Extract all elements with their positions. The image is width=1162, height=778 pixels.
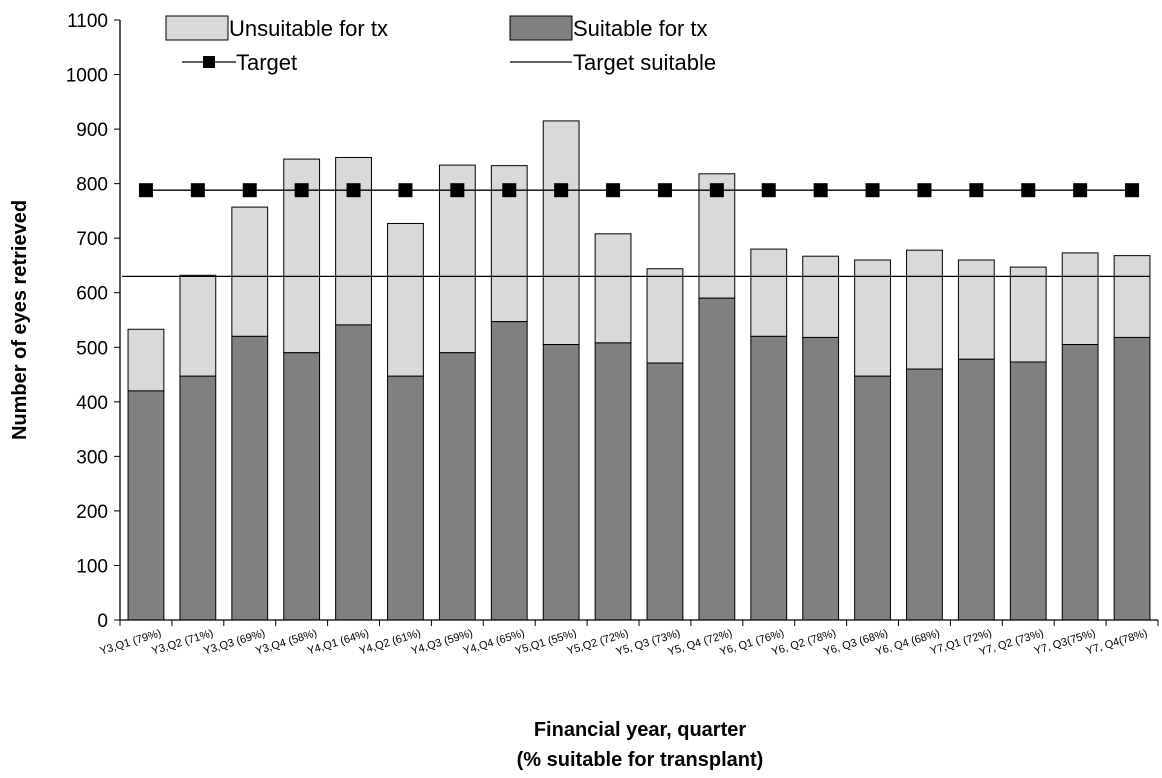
bar-suitable (127, 390, 165, 621)
bar-unsuitable (802, 255, 840, 338)
bar-suitable (646, 362, 684, 621)
bar-unsuitable (750, 248, 788, 337)
target-marker (554, 183, 569, 198)
target-marker (294, 183, 309, 198)
target-marker (242, 183, 257, 198)
bar-unsuitable (906, 249, 943, 370)
y-tick-label: 600 (76, 284, 108, 305)
bar-unsuitable (1061, 252, 1099, 346)
y-tick-label: 900 (76, 120, 108, 141)
y-tick-label: 1100 (67, 11, 108, 32)
bar-unsuitable (646, 268, 684, 364)
y-ticks-layer: 0 100 200 300 400 500 600 700 800 900 1000 1100 (66, 11, 120, 632)
bar-unsuitable (231, 206, 269, 337)
y-tick-label: 300 (76, 447, 108, 468)
x-axis-title-line1: Financial year, quarter (534, 719, 747, 741)
target-marker (190, 183, 205, 198)
bar-suitable (906, 368, 943, 621)
y-tick-label: 800 (76, 175, 108, 196)
bar-suitable (854, 375, 891, 621)
target-marker (969, 183, 984, 198)
bar-suitable (490, 321, 528, 621)
bar-suitable (283, 352, 321, 621)
legend-label: Suitable for tx (573, 16, 708, 41)
target-marker (398, 183, 413, 198)
bar-unsuitable (179, 274, 217, 377)
target-marker (1021, 183, 1036, 198)
y-tick-label: 200 (76, 502, 108, 523)
y-tick-label: 400 (76, 393, 108, 414)
bar-suitable (542, 344, 580, 621)
bar-suitable (594, 342, 632, 621)
bar-suitable (957, 358, 995, 621)
target-marker (450, 183, 465, 198)
legend-label: Target suitable (573, 50, 716, 75)
target-marker (657, 183, 672, 198)
bar-unsuitable (957, 259, 995, 360)
y-tick-label: 500 (76, 338, 108, 359)
target-marker (1073, 183, 1088, 198)
bar-unsuitable (335, 156, 372, 326)
bar-suitable (231, 335, 269, 621)
bar-suitable (698, 297, 736, 621)
bar-unsuitable (387, 222, 424, 377)
target-marker (138, 183, 153, 198)
bar-suitable (1009, 361, 1047, 621)
legend-marker (203, 56, 215, 68)
target-marker (606, 183, 621, 198)
target-marker (346, 183, 361, 198)
legend-swatch (509, 15, 573, 41)
axes-layer (119, 20, 1159, 626)
bar-unsuitable (698, 173, 736, 299)
target-marker (813, 183, 828, 198)
bar-unsuitable (542, 120, 580, 346)
target-marker (1125, 183, 1140, 198)
bar-suitable (750, 335, 788, 621)
legend: Unsuitable for tx Suitable for tx Target Ta… (165, 15, 716, 75)
y-tick-label: 1000 (66, 66, 108, 87)
target-lines-layer (122, 183, 1150, 278)
target-marker (917, 183, 932, 198)
legend-label: Unsuitable for tx (229, 16, 388, 41)
bar-unsuitable (127, 328, 165, 392)
bar-unsuitable (1113, 255, 1151, 338)
bar-unsuitable (1009, 266, 1047, 363)
y-tick-label: 700 (76, 229, 108, 250)
legend-label: Target (236, 50, 297, 75)
bar-suitable (335, 324, 372, 621)
y-tick-label: 0 (97, 611, 108, 632)
legend-swatch (165, 15, 229, 41)
bar-suitable (1113, 336, 1151, 621)
x-axis-title-line2: (% suitable for transplant) (517, 749, 764, 771)
bar-unsuitable (594, 233, 632, 344)
bar-suitable (387, 375, 424, 621)
bars-layer (127, 120, 1151, 621)
bar-suitable (802, 336, 840, 621)
target-marker (761, 183, 776, 198)
y-axis-title: Number of eyes retrieved (9, 200, 31, 440)
target-marker (865, 183, 880, 198)
bar-suitable (438, 352, 476, 621)
bar-suitable (1061, 344, 1099, 621)
y-tick-label: 100 (76, 556, 108, 577)
x-tick-labels-layer: Y3,Q1 (79%)Y3,Q2 (71%)Y3,Q3 (69%)Y3,Q4 (… (99, 627, 1149, 658)
target-marker (502, 183, 517, 198)
target-marker (709, 183, 724, 198)
bar-unsuitable (854, 259, 891, 377)
bar-suitable (179, 375, 217, 621)
